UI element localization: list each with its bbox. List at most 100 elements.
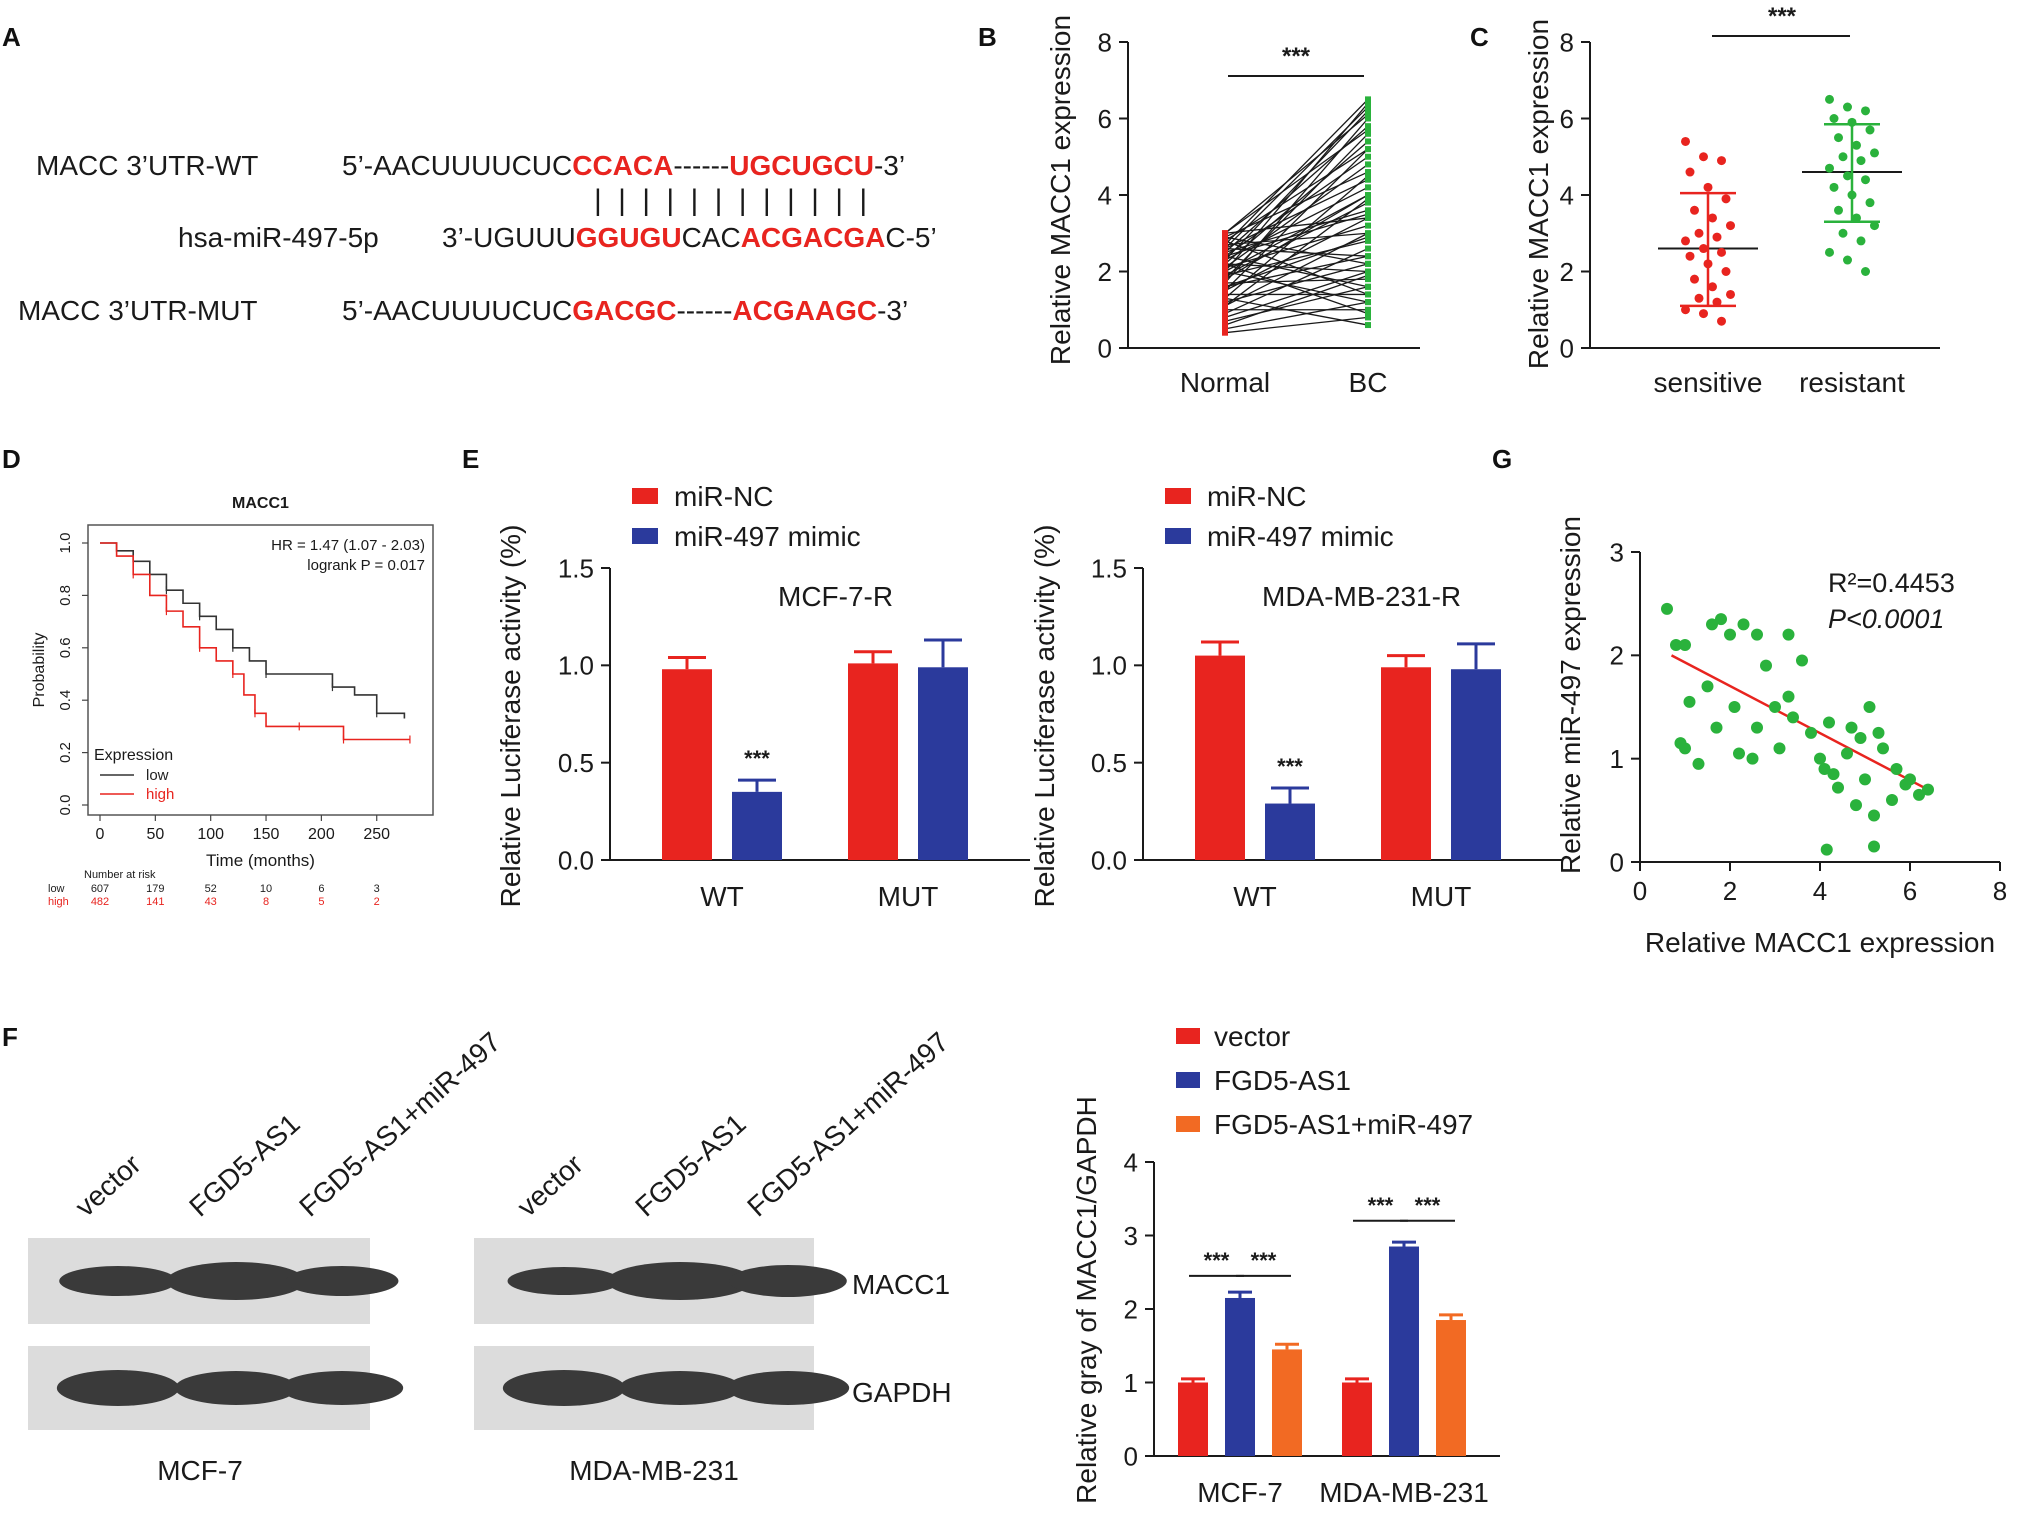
chart-c-point xyxy=(1843,102,1852,112)
chart-f-y-label: Relative gray of MACC1/GAPDH xyxy=(1071,1096,1102,1504)
chart-g: 0 1 2 3 0 2 4 6 8 R²=0.4453 P<0.0001 Relative MACC1… xyxy=(1555,516,2007,958)
seq-mir-end: C-5’ xyxy=(885,222,936,253)
chart-g-point xyxy=(1701,680,1714,693)
seq-mir-seed2: ACGACGA xyxy=(741,222,886,253)
chart-d-logrank: logrank P = 0.017 xyxy=(307,557,425,574)
chart-b-pair-line xyxy=(1224,106,1369,250)
chart-g-point xyxy=(1674,737,1687,750)
chart-f-bar xyxy=(1178,1382,1208,1456)
chart-f-legend-swatch xyxy=(1176,1072,1200,1088)
chart-g-x-tick-label: 0 xyxy=(1633,876,1647,906)
chart-b-point-bc xyxy=(1365,222,1371,229)
chart-e1-y-tick-label: 0.0 xyxy=(558,845,594,875)
chart-d-x-tick-label: 150 xyxy=(253,826,280,843)
chart-b-point-bc xyxy=(1365,153,1371,160)
chart-b-pair-line xyxy=(1224,186,1369,261)
chart-b-point-bc xyxy=(1365,195,1371,202)
chart-g-point xyxy=(1692,757,1705,770)
chart-c-point xyxy=(1681,236,1690,246)
chart-c-point xyxy=(1825,163,1834,173)
chart-e2-x-label: MUT xyxy=(1411,881,1472,912)
chart-e2-y-tick-label: 1.5 xyxy=(1091,553,1127,583)
chart-e2-cell-line: MDA-MB-231-R xyxy=(1262,581,1461,612)
chart-b-point-bc xyxy=(1365,100,1371,107)
chart-c-point xyxy=(1712,232,1722,242)
chart-c-point xyxy=(1681,305,1690,315)
chart-g-point xyxy=(1710,721,1723,734)
chart-g-point xyxy=(1872,726,1885,739)
chart-b-point-normal xyxy=(1222,318,1228,325)
chart-b-point-normal xyxy=(1222,253,1228,260)
chart-d-x-tick-label: 50 xyxy=(146,826,164,843)
chart-b-point-normal xyxy=(1222,306,1228,313)
chart-g-point xyxy=(1859,773,1871,786)
chart-c-point xyxy=(1852,213,1861,223)
chart-d-y-tick-label: 0.6 xyxy=(57,637,74,658)
chart-c-x-label: sensitive xyxy=(1654,367,1763,398)
chart-g-point xyxy=(1733,747,1745,760)
chart-e1-y-label: Relative Luciferase activity (%) xyxy=(495,525,526,908)
chart-d-y-tick-label: 0.0 xyxy=(57,795,74,816)
chart-c-point xyxy=(1829,114,1839,123)
chart-d-y-tick-label: 1.0 xyxy=(57,533,74,554)
chart-g-point xyxy=(1782,628,1795,641)
chart-b-pair-line xyxy=(1224,236,1369,288)
chart-c-y-tick-label: 4 xyxy=(1560,180,1574,210)
blot-band xyxy=(280,1371,404,1405)
chart-b-point-normal xyxy=(1222,283,1228,290)
chart-b-pair-line xyxy=(1224,232,1369,246)
chart-c-point xyxy=(1856,236,1866,246)
panel-label-g: G xyxy=(1492,444,1512,474)
chart-b-pair-line xyxy=(1224,255,1369,288)
chart-c-point xyxy=(1708,282,1717,292)
chart-c-point xyxy=(1708,213,1717,223)
chart-b-pair-line xyxy=(1224,129,1369,234)
chart-c-point xyxy=(1726,221,1735,231)
chart-e2-legend-swatch xyxy=(1165,528,1191,544)
chart-b-point-normal xyxy=(1222,329,1228,336)
chart-d-y-tick-label: 0.2 xyxy=(57,742,74,763)
chart-b-point-normal xyxy=(1222,276,1228,283)
chart-b-point-normal xyxy=(1222,245,1228,252)
chart-b-point-normal xyxy=(1222,302,1228,309)
chart-f-y-tick-label: 3 xyxy=(1124,1221,1138,1251)
chart-d-y-label: Probability xyxy=(31,633,48,708)
chart-f-sig-label: *** xyxy=(1368,1193,1394,1218)
chart-g-point xyxy=(1782,690,1795,703)
chart-f-y-tick-label: 4 xyxy=(1124,1147,1138,1177)
chart-g-point xyxy=(1679,639,1691,651)
chart-g-point xyxy=(1661,602,1673,615)
chart-b-point-bc xyxy=(1365,176,1371,183)
chart-b-point-normal xyxy=(1222,241,1228,248)
chart-d-risk-row-label: high xyxy=(48,896,69,908)
chart-d-risk-value: 5 xyxy=(318,896,324,908)
seq-mir: 3’-UGUUUGGUGUCACACGACGAC-5’ xyxy=(442,222,937,253)
chart-f-x-label: MDA-MB-231 xyxy=(1319,1477,1489,1508)
chart-g-point xyxy=(1670,639,1682,651)
chart-b-x-label: Normal xyxy=(1180,367,1270,398)
chart-d-risk-header: Number at risk xyxy=(84,869,156,881)
chart-d-risk-value: 141 xyxy=(146,896,164,908)
chart-f-sig-label: *** xyxy=(1204,1248,1230,1273)
chart-g-point xyxy=(1796,654,1808,667)
chart-c-point xyxy=(1861,267,1870,276)
chart-b-point-normal xyxy=(1222,299,1228,306)
chart-b-y-label: Relative MACC1 expression xyxy=(1045,15,1076,365)
chart-g-y-label: Relative miR-497 expression xyxy=(1555,516,1586,874)
chart-c-point xyxy=(1861,106,1870,116)
chart-f-legend-swatch xyxy=(1176,1116,1200,1132)
chart-g-point xyxy=(1820,843,1833,856)
chart-b-point-bc xyxy=(1365,161,1371,168)
chart-b-y-tick-label: 0 xyxy=(1098,333,1112,363)
chart-e2-bar xyxy=(1265,803,1315,860)
chart-c-point xyxy=(1847,190,1857,200)
chart-g-point xyxy=(1728,701,1741,713)
chart-g-point xyxy=(1827,768,1840,781)
chart-b-point-normal xyxy=(1222,322,1228,329)
chart-f-bar xyxy=(1272,1349,1302,1456)
chart-b-pair-line xyxy=(1224,213,1369,257)
chart-c: 0 2 4 6 8 sensitive resistant *** Relative MACC1… xyxy=(1523,3,1940,398)
chart-g-point xyxy=(1854,732,1867,744)
chart-c-point xyxy=(1870,221,1879,231)
chart-c-y-tick-label: 8 xyxy=(1560,27,1574,57)
